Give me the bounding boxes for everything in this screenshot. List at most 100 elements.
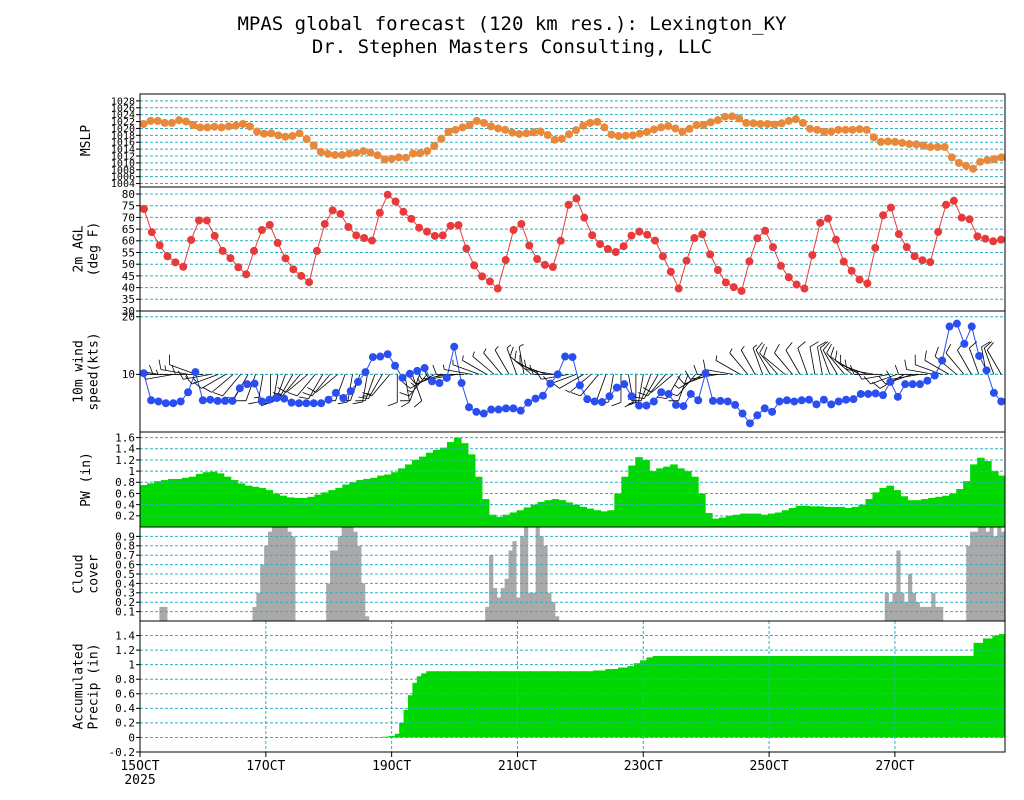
wind-barb-flag [135,365,139,374]
wind-barb-flag [416,378,421,383]
temp-data-point [808,251,817,260]
mslp-data-point [990,155,999,164]
temp-y-tick-label: 65 [122,223,135,236]
wind-barb-flag [702,359,706,370]
mslp-data-point [834,125,843,134]
pw-bar [788,508,797,527]
mslp-data-point [926,143,935,152]
cloud-bar [271,527,277,621]
mslp-data-point [146,116,155,125]
mslp-y-tick-label: 1012 [111,152,135,163]
temp-data-point [187,235,196,244]
temp-data-point [407,214,416,223]
pw-bar [286,497,295,527]
mslp-data-point [919,141,928,150]
wind-barb-flag [830,346,835,357]
cloud-y-tick-label: 0.5 [115,568,135,581]
cloud-bar [966,545,971,621]
wind-barb-flag [729,348,733,354]
wind-data-point [827,400,836,409]
mslp-data-point [841,125,850,134]
mslp-data-point [756,119,765,128]
pw-bar [230,480,239,527]
wind-barb-flag [164,365,167,371]
wind-barb [409,374,421,401]
wind-barb [411,374,423,401]
wind-barb [846,369,875,375]
wind-data-point [302,399,311,408]
cloud-bar [923,606,928,621]
pw-bar [467,454,476,527]
wind-barb [596,374,607,401]
cloud-bar [892,592,897,621]
wind-barb-flag [611,402,622,407]
mslp-data-point [494,124,503,133]
cloud-bar [330,550,335,621]
wind-data-point [923,376,932,385]
pw-bar [991,471,999,527]
temp-data-point [784,273,793,282]
pw-bar [377,475,385,527]
pw-bar [551,499,560,527]
temp-data-point [981,234,990,243]
temp-data-point [753,234,762,243]
temp-data-point [493,284,502,293]
wind-barb-flag [656,396,667,400]
cloud-y-tick-label: 0.6 [115,558,135,571]
wind-data-point [169,399,178,408]
pw-bar [244,485,253,527]
wind-data-point [501,404,510,413]
temp-data-point [352,231,361,240]
wind-barb-flag [483,348,487,354]
x-tick-label: 23OCT [624,759,663,774]
pw-bar [921,499,929,527]
wind-data-point [590,397,599,406]
pw-bar [649,471,657,527]
wind-barb [211,374,234,393]
temp-data-point [879,211,888,220]
mslp-data-point [408,149,417,158]
wind-barb-flag [423,370,430,380]
wind-barb-flag [202,387,212,393]
pw-bar [942,495,950,527]
wind-data-point [849,395,858,404]
wind-barb-flag [413,400,423,408]
pw-y-tick-label: 1.4 [115,443,135,456]
pw-bar [160,480,169,527]
mslp-data-point [954,158,963,167]
wind-data-point [627,392,636,401]
pw-bar [893,490,901,527]
temp-data-point [934,227,943,236]
wind-barb-flag [693,364,698,375]
mslp-data-point [352,148,361,157]
wind-barb-flag [856,370,863,380]
pw-bar [140,485,148,527]
wind-data-point [708,396,717,405]
cloud-y-tick-label: 0.2 [115,596,135,609]
temp-data-point [234,263,243,272]
temp-data-point [399,207,408,216]
cloud-bar [159,606,164,621]
cloud-bar [919,606,924,621]
temp-data-point [438,231,447,240]
cloud-bar [504,578,509,621]
wind-data-point [960,339,969,348]
temp-data-point [226,254,235,263]
temp-data-point [800,284,809,293]
wind-barb-flag [886,370,893,380]
temp-data-point [761,226,770,235]
precip-axis-label: Precip (in) [87,643,102,729]
temp-data-point [210,231,219,240]
pw-bar [802,505,811,527]
precip-step [407,695,413,738]
temp-y-tick-label: 55 [122,246,135,259]
chart-subtitle: Dr. Stephen Masters Consulting, LLC [311,36,713,58]
wind-data-point [568,353,577,362]
pw-bar [523,507,532,527]
temp-data-point [965,215,974,224]
wind-barb [286,374,309,393]
cloud-y-tick-label: 0.7 [115,549,135,562]
cloud-y-tick-label: 0.4 [115,577,135,590]
wind-barb [519,364,547,375]
temp-data-point [375,208,384,217]
